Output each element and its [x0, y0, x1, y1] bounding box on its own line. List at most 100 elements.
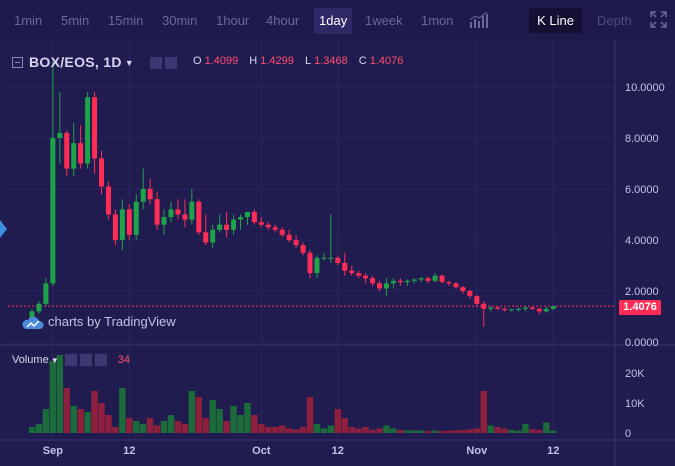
- timeframe-1min[interactable]: 1min: [14, 13, 43, 28]
- volume-bar: [105, 415, 112, 433]
- volume-bar: [466, 429, 474, 433]
- volume-bar: [404, 430, 411, 433]
- candle: [363, 273, 369, 284]
- candle-body: [85, 97, 91, 164]
- volume-bar: [146, 418, 154, 433]
- volume-bar: [445, 430, 453, 433]
- volume-bar: [473, 428, 480, 433]
- candle-body: [126, 209, 132, 235]
- candle-body: [328, 257, 334, 259]
- volume-bar: [369, 430, 376, 433]
- candle: [238, 214, 243, 230]
- volume-bar: [279, 425, 286, 433]
- candle: [217, 214, 223, 233]
- volume-tick-label: 20K: [625, 368, 645, 380]
- candle-body: [488, 307, 494, 309]
- left-panel-toggle-icon[interactable]: [0, 220, 7, 238]
- volume-bar: [362, 427, 369, 433]
- candle: [175, 199, 181, 220]
- volume-bar: [42, 409, 50, 433]
- candle: [293, 234, 299, 248]
- timeframe-1hour[interactable]: 1hour: [216, 13, 250, 28]
- candle: [210, 224, 216, 248]
- chevron-down-icon[interactable]: ▼: [50, 356, 59, 365]
- settings-icon[interactable]: [149, 57, 162, 70]
- candle: [161, 209, 167, 235]
- candle-body: [404, 280, 410, 283]
- candle-body: [251, 211, 257, 223]
- timeframe-5min[interactable]: 5min: [61, 13, 90, 28]
- volume-bar: [383, 425, 390, 433]
- volume-bar: [188, 391, 196, 433]
- last-price-badge: 1.4076: [619, 300, 661, 315]
- candle-body: [57, 132, 63, 138]
- volume-bar: [341, 418, 348, 433]
- candle-body: [474, 296, 480, 304]
- candle: [502, 307, 508, 312]
- candle-body: [349, 270, 355, 274]
- timeframe-1day[interactable]: 1day: [314, 8, 353, 34]
- candle-body: [446, 282, 452, 284]
- candle: [258, 217, 264, 228]
- candle: [342, 252, 348, 276]
- candle: [453, 282, 459, 289]
- candle: [50, 61, 56, 286]
- candle-body: [272, 227, 278, 230]
- price-tick-label: 0.0000: [625, 337, 659, 349]
- candle-body: [175, 209, 181, 215]
- timeframe-1mon[interactable]: 1mon: [421, 13, 454, 28]
- volume-bar: [237, 415, 244, 433]
- indicators-icon[interactable]: [469, 12, 489, 28]
- volume-settings-icon[interactable]: [64, 354, 77, 367]
- candle-body: [147, 189, 153, 200]
- chevron-down-icon[interactable]: ▼: [124, 58, 134, 69]
- candle-body: [383, 283, 389, 289]
- timeframe-30min[interactable]: 30min: [162, 13, 198, 28]
- volume-bar: [411, 430, 418, 433]
- volume-close-icon[interactable]: [94, 354, 107, 367]
- candle-body: [217, 224, 223, 230]
- chart-legend: BOX/EOS, 1D ▼: [12, 54, 177, 70]
- volume-bar: [536, 430, 543, 433]
- candle: [522, 306, 528, 312]
- time-tick-label: Sep: [43, 445, 63, 457]
- fullscreen-icon[interactable]: [650, 11, 667, 28]
- volume-bar: [431, 430, 439, 433]
- volume-bar: [91, 391, 98, 433]
- candle-body: [119, 209, 125, 240]
- candle: [99, 150, 104, 195]
- candle-body: [509, 309, 515, 311]
- candle-body: [460, 287, 466, 291]
- volume-gear-icon[interactable]: [79, 354, 92, 367]
- volume-bar: [508, 430, 515, 433]
- candle: [439, 274, 445, 284]
- symbol-label[interactable]: BOX/EOS, 1D: [29, 54, 122, 70]
- gear-icon[interactable]: [164, 57, 177, 70]
- candle: [272, 224, 278, 233]
- volume-bar: [244, 403, 251, 433]
- candle-body: [411, 279, 417, 281]
- tradingview-watermark[interactable]: charts by TradingView: [22, 314, 176, 330]
- kline-button[interactable]: K Line: [529, 8, 582, 33]
- candle: [474, 294, 480, 307]
- candle: [425, 276, 431, 284]
- candlestick-chart[interactable]: 10.0000 8.0000 6.0000 4.0000 2.0000 0.0000 20K…: [0, 40, 675, 466]
- timeframe-4hour[interactable]: 4hour: [266, 13, 300, 28]
- high-value: 1.4299: [260, 55, 294, 67]
- volume-bar: [480, 391, 487, 433]
- volume-bar: [306, 397, 314, 433]
- candle: [78, 125, 84, 169]
- candle: [57, 92, 63, 164]
- candle: [119, 199, 125, 251]
- time-tick-label: Oct: [252, 445, 271, 457]
- candle: [251, 209, 257, 225]
- depth-button[interactable]: Depth: [597, 13, 632, 28]
- axes-layer: 10.0000 8.0000 6.0000 4.0000 2.0000 0.0000 20K…: [43, 82, 665, 457]
- candle: [509, 308, 515, 312]
- candle-body: [543, 308, 549, 312]
- collapse-legend-icon[interactable]: [12, 56, 23, 68]
- timeframe-15min[interactable]: 15min: [108, 13, 144, 28]
- candle: [432, 273, 438, 283]
- volume-bar: [258, 424, 265, 433]
- timeframe-1week[interactable]: 1week: [365, 13, 403, 28]
